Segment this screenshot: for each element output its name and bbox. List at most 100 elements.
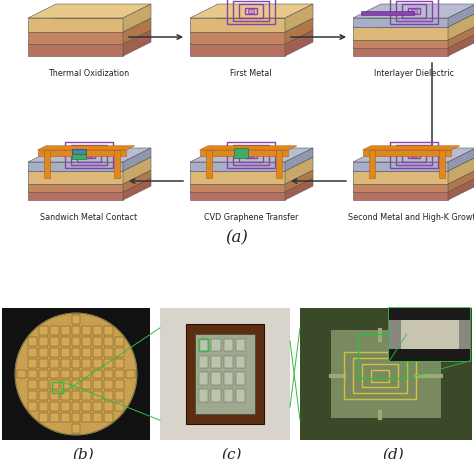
Polygon shape (190, 44, 285, 56)
Bar (17, 369, 26, 379)
Polygon shape (285, 170, 313, 192)
Polygon shape (353, 48, 448, 56)
Bar (28, 369, 37, 379)
Bar (61, 392, 70, 400)
Bar (236, 389, 246, 402)
Bar (224, 339, 233, 352)
Polygon shape (190, 148, 313, 162)
Polygon shape (123, 4, 151, 32)
Bar (61, 358, 70, 368)
Bar (82, 402, 91, 411)
Bar (72, 381, 81, 389)
Polygon shape (190, 30, 313, 44)
Bar (104, 392, 113, 400)
Bar (39, 392, 48, 400)
Bar (93, 402, 102, 411)
Bar (115, 347, 124, 357)
Polygon shape (28, 4, 151, 18)
Bar (37, 150, 127, 156)
Polygon shape (190, 162, 285, 171)
Bar (72, 358, 81, 368)
Bar (50, 337, 59, 346)
Bar (199, 389, 209, 402)
Polygon shape (448, 178, 474, 200)
Polygon shape (248, 9, 254, 13)
Polygon shape (123, 157, 151, 184)
Bar (82, 413, 91, 422)
Bar (104, 337, 113, 346)
Bar (300, 330, 331, 418)
Bar (361, 11, 414, 15)
Bar (61, 369, 70, 379)
Bar (236, 372, 246, 385)
Text: CVD Graphene Transfer: CVD Graphene Transfer (204, 213, 298, 222)
Polygon shape (190, 157, 313, 171)
Polygon shape (285, 178, 313, 200)
Bar (224, 389, 233, 402)
Bar (93, 347, 102, 357)
Polygon shape (28, 192, 123, 200)
Bar (72, 337, 81, 346)
Bar (39, 347, 48, 357)
Bar (115, 358, 124, 368)
Polygon shape (114, 150, 120, 178)
Bar (104, 413, 113, 422)
Bar (28, 337, 37, 346)
Bar (390, 319, 401, 349)
Bar (50, 347, 59, 357)
Polygon shape (353, 40, 448, 48)
Bar (82, 337, 91, 346)
Polygon shape (353, 178, 474, 192)
Polygon shape (439, 150, 446, 178)
Bar (72, 402, 81, 411)
Bar (50, 326, 59, 335)
Polygon shape (363, 146, 460, 150)
Polygon shape (448, 13, 474, 40)
Bar (358, 335, 407, 378)
Bar (72, 347, 81, 357)
Polygon shape (28, 184, 123, 192)
Text: (c): (c) (222, 448, 242, 459)
Polygon shape (448, 26, 474, 48)
Polygon shape (123, 178, 151, 200)
Bar (224, 356, 233, 368)
Bar (39, 326, 48, 335)
Polygon shape (28, 148, 151, 162)
Polygon shape (248, 153, 254, 157)
Bar (199, 356, 209, 368)
Bar (72, 326, 81, 335)
Bar (211, 372, 221, 385)
Bar (93, 337, 102, 346)
Bar (104, 347, 113, 357)
Bar (199, 372, 209, 385)
Polygon shape (353, 170, 474, 184)
Text: First Metal: First Metal (230, 69, 272, 78)
Polygon shape (15, 313, 137, 435)
Polygon shape (353, 162, 448, 171)
Polygon shape (285, 4, 313, 32)
Bar (200, 150, 289, 156)
Polygon shape (190, 192, 285, 200)
Polygon shape (28, 32, 123, 44)
Bar (82, 347, 91, 357)
Bar (72, 392, 81, 400)
Bar (82, 369, 91, 379)
Bar (300, 308, 472, 440)
Polygon shape (44, 150, 50, 178)
Polygon shape (353, 26, 474, 40)
Polygon shape (206, 150, 211, 178)
Polygon shape (448, 148, 474, 171)
Polygon shape (285, 30, 313, 56)
Polygon shape (353, 34, 474, 48)
Polygon shape (411, 9, 417, 13)
Polygon shape (353, 171, 448, 184)
Polygon shape (28, 162, 123, 171)
Bar (104, 402, 113, 411)
Polygon shape (28, 178, 151, 192)
Bar (211, 339, 221, 352)
Bar (300, 308, 472, 330)
Bar (224, 372, 233, 385)
Bar (61, 381, 70, 389)
Bar (61, 402, 70, 411)
Bar (50, 369, 59, 379)
